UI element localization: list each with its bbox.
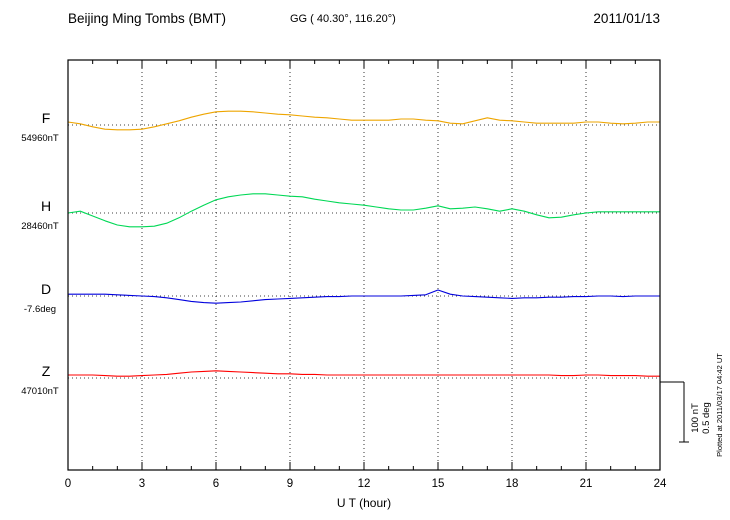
trace-F [67,110,660,131]
trace-D [68,289,660,304]
plot-content: F 54960nT H 28460nT D -7.6deg Z 47010nT 0 3 6 9 12 15… [21,59,667,490]
x-tick-label: 9 [287,478,293,490]
plot-frame [67,59,661,471]
series-label-Z: Z [42,363,51,379]
scale-bar-deg-label: 0.5 deg [701,402,712,434]
series-baseline-value-F: 54960nT [21,133,59,144]
series-label-D: D [41,281,51,297]
x-tick-label: 18 [506,478,519,490]
series-label-F: F [42,110,51,126]
trace-H [67,193,660,228]
x-tick-label: 21 [580,478,593,490]
scale-bar: 100 nT 0.5 deg [660,381,712,443]
series-baseline-value-H: 28460nT [21,221,59,232]
x-tick-label: 15 [432,478,445,490]
series-baseline-value-Z: 47010nT [21,386,59,397]
scale-bar-nt-label: 100 nT [690,403,701,433]
plot-date: 2011/01/13 [593,11,660,26]
plotted-at-note: Plotted at 2011/03/17 04:42 UT [715,353,724,457]
x-tick-label: 0 [65,478,71,490]
x-tick-label: 12 [358,478,371,490]
station-coordinates: GG ( 40.30°, 116.20°) [290,13,396,25]
x-tick-label: 3 [139,478,145,490]
x-tick-label: 24 [654,478,667,490]
x-axis-label: U T (hour) [337,496,391,510]
station-title: Beijing Ming Tombs (BMT) [68,11,226,26]
series-label-H: H [41,198,51,214]
series-baseline-value-D: -7.6deg [24,304,56,315]
trace-Z [68,370,660,377]
x-tick-label: 6 [213,478,219,490]
